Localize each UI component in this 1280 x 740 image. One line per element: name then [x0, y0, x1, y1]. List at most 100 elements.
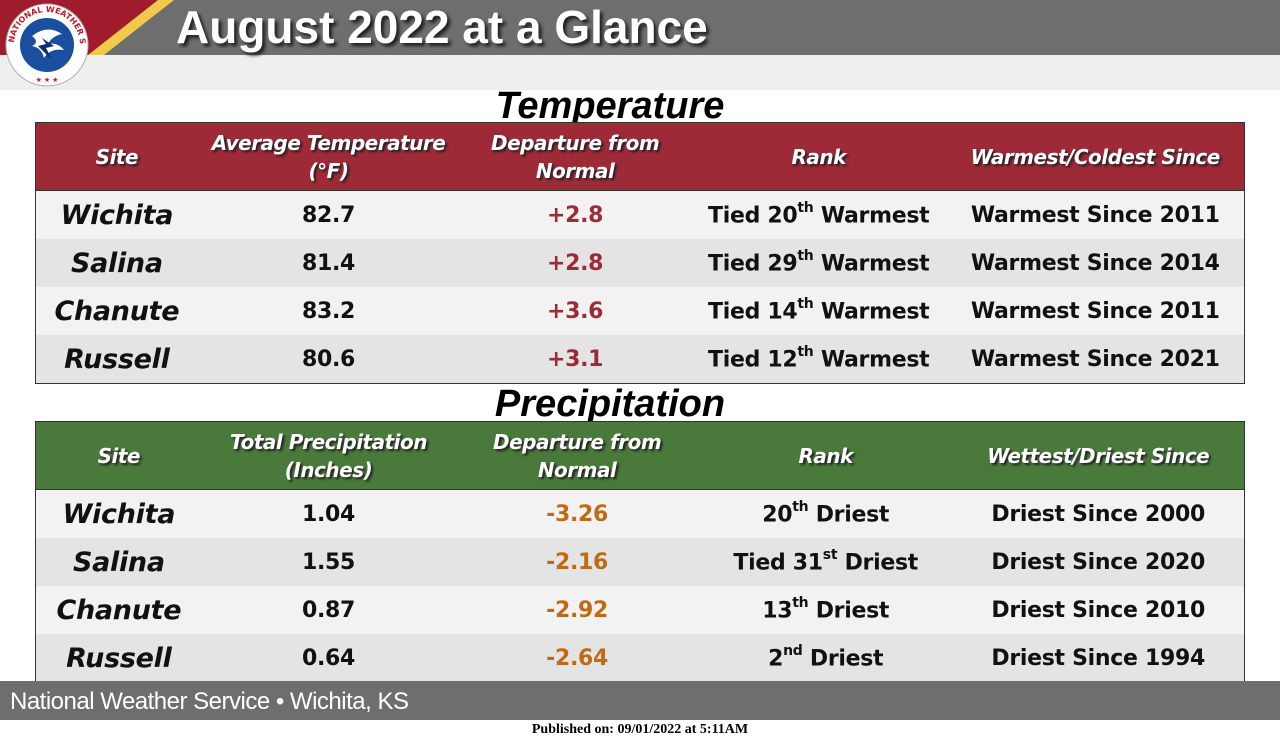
temperature-table: Site Average Temperature (°F) Departure … — [35, 122, 1245, 384]
footer-banner — [0, 681, 1280, 720]
since-value: Driest Since 2000 — [991, 501, 1206, 527]
rank-suffix: th — [797, 295, 814, 312]
published-timestamp: Published on: 09/01/2022 at 5:11AM — [531, 722, 749, 737]
col-warmest-coldest-since: Warmest/Coldest Since — [970, 144, 1221, 169]
rank-word: Driest — [837, 550, 919, 576]
since-value: Driest Since 1994 — [991, 645, 1206, 671]
departure-value: -2.16 — [546, 549, 609, 575]
col-rank: Rank — [791, 144, 846, 169]
rank-word: Driest — [808, 502, 890, 528]
col-label-line2: (°F) — [308, 158, 349, 183]
departure-value: +3.6 — [546, 298, 604, 324]
col-average-temperature: Average Temperature (°F) — [198, 129, 460, 185]
table-row: Russell 0.64 -2.64 2nd Driest Driest Sin… — [36, 634, 1244, 682]
rank-number: 2 — [768, 646, 784, 672]
col-rank: Rank — [798, 443, 853, 468]
site-name: Russell — [64, 343, 170, 375]
rank-word: Driest — [802, 646, 884, 672]
total-precipitation: 1.55 — [301, 549, 356, 575]
since-value: Driest Since 2020 — [991, 549, 1206, 575]
footer-office: National Weather Service • Wichita, KS — [10, 688, 409, 715]
rank-number: Tied 12 — [708, 347, 798, 373]
col-label-line1: Average Temperature — [211, 130, 446, 155]
precipitation-section-title: Precipitation — [494, 383, 726, 425]
precipitation-table: Site Total Precipitation (Inches) Depart… — [35, 421, 1245, 683]
rank-value: Tied 14th Warmest — [691, 295, 947, 325]
rank-value: 2nd Driest — [699, 642, 953, 672]
table-row: Russell 80.6 +3.1 Tied 12th Warmest Warm… — [36, 335, 1244, 383]
rank-value: 20th Driest — [699, 498, 953, 528]
temperature-section-title: Temperature — [495, 85, 725, 127]
col-departure: Departure from Normal — [459, 129, 691, 185]
rank-number: Tied 31 — [733, 550, 823, 576]
since-value: Warmest Since 2011 — [970, 202, 1220, 228]
temperature-rows: Wichita 82.7 +2.8 Tied 20th Warmest Warm… — [36, 191, 1244, 383]
rank-word: Warmest — [813, 347, 930, 373]
page-title: August 2022 at a Glance — [176, 1, 708, 53]
rank-value: Tied 29th Warmest — [691, 247, 947, 277]
precipitation-rows: Wichita 1.04 -3.26 20th Driest Driest Si… — [36, 490, 1244, 682]
col-label-line1: Departure from — [491, 130, 660, 155]
departure-value: -2.64 — [546, 645, 609, 671]
since-value: Warmest Since 2014 — [970, 250, 1220, 276]
avg-temperature: 83.2 — [301, 298, 356, 324]
departure-value: +2.8 — [546, 250, 604, 276]
site-name: Wichita — [60, 199, 174, 231]
rank-number: Tied 29 — [708, 251, 798, 277]
rank-word: Warmest — [813, 203, 930, 229]
rank-number: 13 — [762, 598, 793, 624]
rank-value: Tied 12th Warmest — [691, 343, 947, 373]
since-value: Warmest Since 2021 — [970, 346, 1220, 372]
site-name: Salina — [72, 546, 165, 578]
rank-suffix: th — [792, 594, 809, 611]
departure-value: +3.1 — [546, 346, 604, 372]
rank-word: Warmest — [813, 299, 930, 325]
site-name: Chanute — [56, 594, 182, 626]
rank-number: Tied 20 — [708, 203, 798, 229]
table-row: Wichita 1.04 -3.26 20th Driest Driest Si… — [36, 490, 1244, 538]
header-banner — [0, 0, 1280, 55]
col-label-line1: Departure from — [493, 429, 662, 454]
rank-number: 20 — [762, 502, 793, 528]
site-name: Wichita — [62, 498, 176, 530]
site-name: Chanute — [54, 295, 180, 327]
rank-word: Warmest — [813, 251, 930, 277]
table-row: Salina 81.4 +2.8 Tied 29th Warmest Warme… — [36, 239, 1244, 287]
temperature-table-header: Site Average Temperature (°F) Departure … — [36, 123, 1244, 191]
departure-value: -2.92 — [546, 597, 609, 623]
rank-suffix: th — [797, 247, 814, 264]
col-label-line2: Normal — [537, 457, 617, 482]
rank-word: Driest — [808, 598, 890, 624]
since-value: Warmest Since 2011 — [970, 298, 1220, 324]
rank-value: Tied 31st Driest — [699, 546, 953, 576]
rank-value: 13th Driest — [699, 594, 953, 624]
col-total-precipitation: Total Precipitation (Inches) — [202, 428, 456, 484]
avg-temperature: 81.4 — [301, 250, 356, 276]
col-site: Site — [97, 443, 141, 468]
col-label-line2: (Inches) — [284, 457, 373, 482]
rank-suffix: th — [792, 498, 809, 515]
rank-value: Tied 20th Warmest — [691, 200, 947, 229]
col-site: Site — [95, 144, 139, 169]
avg-temperature: 82.7 — [301, 202, 356, 228]
total-precipitation: 1.04 — [301, 501, 356, 527]
site-name: Salina — [70, 247, 163, 279]
rank-suffix: nd — [783, 642, 803, 659]
table-row: Salina 1.55 -2.16 Tied 31st Driest Dries… — [36, 538, 1244, 586]
header-sub-band — [0, 55, 1280, 90]
svg-text:★ ★ ★: ★ ★ ★ — [36, 76, 59, 84]
departure-value: +2.8 — [546, 202, 604, 228]
total-precipitation: 0.87 — [301, 597, 356, 623]
table-row: Chanute 0.87 -2.92 13th Driest Driest Si… — [36, 586, 1244, 634]
since-value: Driest Since 2010 — [991, 597, 1206, 623]
col-label-line2: Normal — [535, 158, 615, 183]
col-departure: Departure from Normal — [455, 428, 699, 484]
rank-suffix: st — [822, 546, 838, 563]
precipitation-table-header: Site Total Precipitation (Inches) Depart… — [36, 422, 1244, 490]
rank-suffix: th — [797, 343, 814, 360]
col-wettest-driest-since: Wettest/Driest Since — [987, 443, 1210, 468]
departure-value: -3.26 — [546, 501, 609, 527]
table-row: Chanute 83.2 +3.6 Tied 14th Warmest Warm… — [36, 287, 1244, 335]
site-name: Russell — [66, 642, 172, 674]
avg-temperature: 80.6 — [301, 346, 356, 372]
